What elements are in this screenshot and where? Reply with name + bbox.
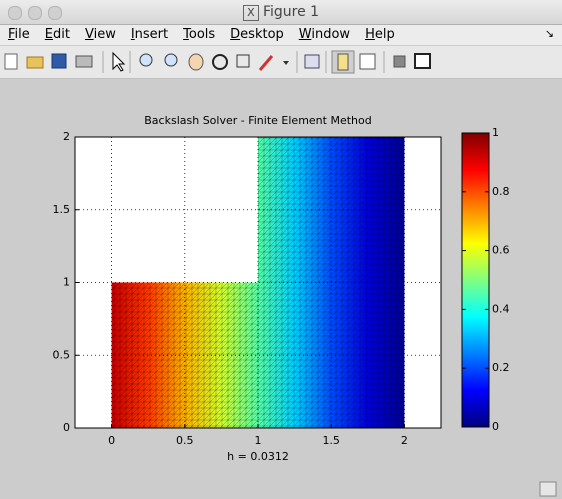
legend-icon[interactable]: [359, 53, 376, 70]
colorbar-tick-label: 1: [492, 126, 499, 139]
menu-item[interactable]: Insert: [130, 27, 169, 42]
window-title: X Figure 1: [0, 4, 562, 21]
toolbar-icons: [4, 50, 431, 74]
menu-item[interactable]: Help: [365, 27, 395, 42]
colorbar-tick-label: 0.4: [492, 302, 510, 315]
pan-icon[interactable]: [188, 53, 204, 71]
colorbar-tick-label: 0.6: [492, 244, 510, 257]
y-tick-label: 2: [63, 130, 70, 143]
zoom-button[interactable]: [48, 6, 62, 20]
datacursor-icon[interactable]: [236, 54, 250, 68]
colorbar-icon: [337, 53, 349, 71]
resize-grip[interactable]: [539, 481, 557, 497]
mesh-overlay: [111, 137, 405, 428]
toolbar: [0, 46, 562, 79]
close-button[interactable]: [8, 6, 22, 20]
x-tick-label: 2: [401, 434, 408, 447]
x-tick-label: 0.5: [176, 434, 194, 447]
zoom-in-icon[interactable]: [139, 53, 153, 67]
rotate-icon[interactable]: [212, 54, 228, 70]
field-region: [111, 137, 405, 428]
print-icon[interactable]: [75, 55, 93, 68]
hide-tools-icon[interactable]: [393, 55, 406, 68]
colorbar-tick-label: 0: [492, 420, 499, 433]
menu-item[interactable]: Edit: [44, 27, 70, 42]
y-tick-label: 1.5: [53, 203, 71, 216]
zoom-out-icon[interactable]: [164, 53, 178, 67]
colorbar: [461, 132, 490, 428]
minimize-button[interactable]: [28, 6, 42, 20]
dock-arrow[interactable]: ↘: [544, 27, 554, 40]
menu-bar: File Edit View Insert Tools Desktop Window Help…: [0, 25, 562, 45]
menu-item[interactable]: View: [84, 27, 116, 42]
y-tick-label: 0: [63, 421, 70, 434]
axes-background: [75, 137, 441, 428]
link-icon[interactable]: [304, 54, 320, 69]
title-bar: X Figure 1: [0, 0, 562, 25]
x-tick-label: 1: [255, 434, 262, 447]
open-icon[interactable]: [26, 56, 44, 69]
x-tick-label: 0: [108, 434, 115, 447]
brush-menu[interactable]: [283, 61, 289, 65]
dock-icon[interactable]: [414, 53, 431, 69]
menu-item[interactable]: Window: [298, 27, 351, 42]
x11-icon: X: [242, 5, 259, 21]
colorbar-tick-label: 0.2: [492, 361, 510, 374]
window-title-text: Figure 1: [262, 4, 320, 20]
colorbar-tick-label: 0.8: [492, 185, 510, 198]
x-axis-label: h = 0.0312: [227, 450, 289, 463]
y-tick-label: 1: [63, 276, 70, 289]
save-icon[interactable]: [51, 53, 67, 69]
chart-title: Backslash Solver - Finite Element Method: [144, 114, 371, 127]
axes-box: [74, 136, 442, 429]
pointer-icon[interactable]: [112, 51, 126, 72]
y-tick-label: 0.5: [53, 348, 71, 361]
menu-item[interactable]: Desktop: [230, 27, 284, 42]
brush-icon[interactable]: [258, 55, 274, 71]
menu-item[interactable]: Tools: [183, 27, 216, 42]
x-tick-label: 1.5: [322, 434, 340, 447]
new-icon[interactable]: [4, 53, 18, 70]
menu-item[interactable]: File: [8, 27, 30, 42]
